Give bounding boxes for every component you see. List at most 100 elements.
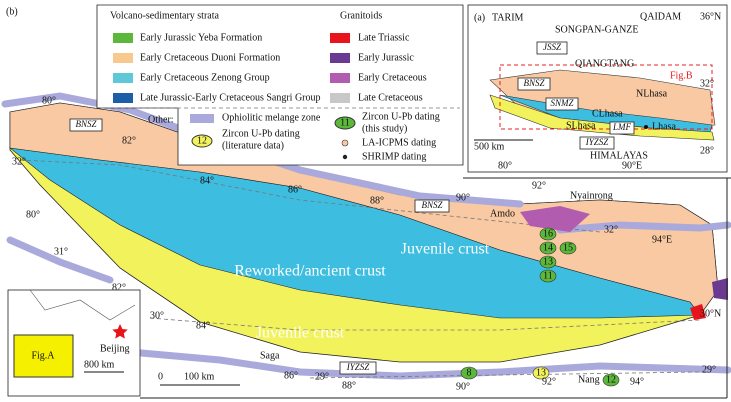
map-label: Amdo <box>490 208 515 219</box>
sample-label: 11 <box>543 270 553 281</box>
inset-label: 32° <box>700 78 714 89</box>
legend-label: Early Jurassic <box>358 52 414 63</box>
sample-label: 12 <box>606 374 616 385</box>
sample-marker <box>539 255 557 269</box>
legend-symbol <box>342 154 348 160</box>
ophiolite-west <box>6 236 114 284</box>
inset-label: NLhasa <box>636 88 668 99</box>
map-label: 30° <box>150 310 164 321</box>
sample-marker <box>532 366 550 380</box>
map-label: 88° <box>342 380 356 391</box>
map-label: 31° <box>54 246 68 257</box>
inset-label: SLhasa <box>566 120 596 131</box>
legend-swatch <box>330 53 350 63</box>
label-box <box>69 118 103 132</box>
legend: Volcano-sedimentary strata Granitoids Ot… <box>96 4 464 166</box>
legend-box <box>96 4 464 166</box>
inset-label: QAIDAM <box>640 11 681 22</box>
inset-label: IYZSZ <box>585 137 610 147</box>
sample-marker <box>559 241 577 255</box>
sample-marker <box>602 373 620 387</box>
border <box>29 289 136 321</box>
legend-label: Early Cretaceous Zenong Group <box>140 72 270 83</box>
legend-label: (this study) <box>362 123 407 134</box>
legend-label: Late Triassic <box>358 32 410 43</box>
legend-swatch <box>113 53 133 63</box>
legend-label: (literature data) <box>222 140 284 151</box>
legend-swatch <box>330 73 350 83</box>
map-label: 80° <box>26 209 40 220</box>
map-labels: 80° BNSZ 82° 84° 86° 88° BNSZ 90° Amdo 9… <box>6 6 721 392</box>
label-box <box>609 121 635 135</box>
map-label: 29° <box>315 371 329 382</box>
samples: 16 15 14 13 11 8 13 12 <box>460 227 620 387</box>
map-label: Nang <box>578 374 600 385</box>
map-label: 32° <box>604 224 618 235</box>
legend-label: Early Jurassic Yeba Formation <box>140 32 262 43</box>
ophiolite-north-east <box>556 221 731 234</box>
inset-label: CLhasa <box>592 108 623 119</box>
inset-label: QIANGTANG <box>575 58 634 69</box>
inset-label: LMF <box>612 122 632 132</box>
legend-label: Late Jurassic-Early Cretaceous Sangri Gr… <box>140 92 321 103</box>
inset-label: BNSZ <box>523 78 545 88</box>
legend-swatch <box>113 93 133 103</box>
sample-marker <box>539 227 557 241</box>
sample-label: 16 <box>543 228 553 239</box>
inset-label: (a) <box>474 12 485 23</box>
map-label: Nyainrong <box>570 190 613 201</box>
inset-label: HIMALAYAS <box>590 150 648 161</box>
sample-label: 8 <box>467 367 472 378</box>
granite-late-triassic <box>690 304 706 320</box>
map-label: BNSZ <box>421 200 443 210</box>
inset-label: Lhasa <box>652 121 676 132</box>
legend-swatch <box>330 93 350 103</box>
legend-symbol <box>341 139 349 147</box>
inset-label: Fig.A <box>31 350 55 361</box>
map-label: 29° <box>702 364 716 375</box>
map-label: 92° <box>532 180 546 191</box>
sample-marker <box>539 241 557 255</box>
ophiolite-south <box>126 348 731 380</box>
map-label: BNSZ <box>75 119 97 129</box>
legend-label: Early Cretaceous <box>358 72 427 83</box>
capital-star <box>112 324 128 339</box>
inset-label: Fig.B <box>670 70 693 81</box>
map-label: 94°E <box>652 234 672 245</box>
sample-label: 13 <box>543 256 553 267</box>
legend-symbol <box>191 134 213 148</box>
map-label: 0 <box>158 371 163 382</box>
legend-label: Ophiolitic melange zone <box>222 112 321 123</box>
inset-label: TARIM <box>492 12 524 23</box>
map-label: 32° <box>12 156 26 167</box>
inset-label: 36°N <box>700 11 721 22</box>
legend-heading: Granitoids <box>340 10 382 21</box>
label-box <box>517 77 551 91</box>
label-box <box>536 41 568 55</box>
sample-marker <box>539 269 557 283</box>
map-label: 30°N <box>700 308 721 319</box>
map-label: 90° <box>456 192 470 203</box>
granite-early-jurassic <box>712 278 728 300</box>
sample-label: 14 <box>543 242 553 253</box>
inset-label: SONGPAN-GANZE <box>555 24 639 35</box>
fig-a-box <box>13 334 74 378</box>
map-label: 84° <box>196 320 210 331</box>
inset-fig-a: Fig.A Beijing 800 km <box>7 289 141 397</box>
map-label: 84° <box>200 175 214 186</box>
sample-label: 15 <box>563 242 573 253</box>
map-label: Saga <box>260 350 280 361</box>
inset-label: 90°E <box>622 160 642 171</box>
label-box <box>545 97 579 111</box>
map-label: 92° <box>542 376 556 387</box>
inset-label: Beijing <box>100 343 129 354</box>
legend-symbol <box>334 116 356 130</box>
label-box <box>339 361 377 375</box>
legend-symbol-label: 12 <box>197 135 207 146</box>
map-label: 94° <box>630 376 644 387</box>
panel-label: (b) <box>6 6 18 17</box>
map-label: IYZSZ <box>346 362 371 372</box>
legend-label: SHRIMP dating <box>362 151 426 162</box>
fig-b-extent <box>499 64 713 130</box>
